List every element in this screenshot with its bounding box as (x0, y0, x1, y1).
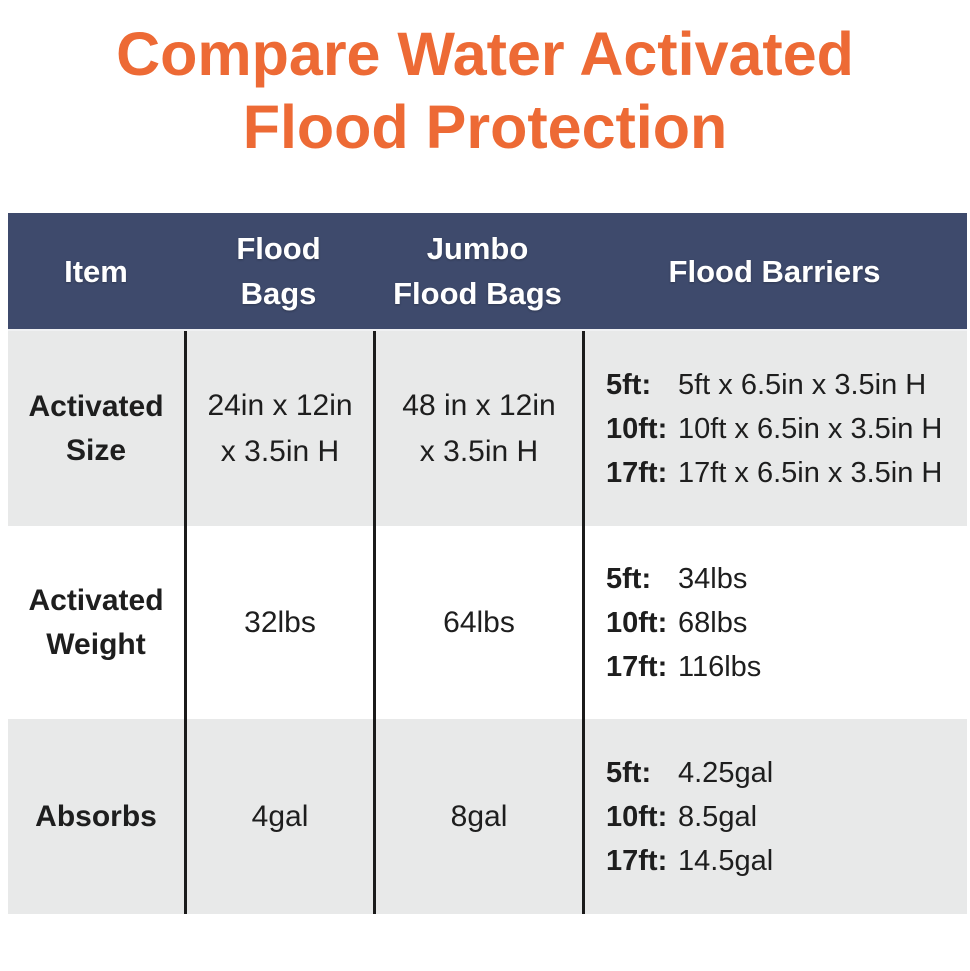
column-header-jumbo-flood-bags: Jumbo Flood Bags (373, 213, 582, 329)
page-title-line-2: Flood Protection (242, 93, 728, 161)
column-header-jumbo-line-2: Flood Bags (393, 276, 562, 311)
row-label-line-1: Absorbs (35, 799, 157, 833)
cell-line-1: 64lbs (443, 605, 515, 639)
barrier-absorbs-value: 14.5gal (678, 844, 774, 877)
barrier-weight-label: 5ft: (606, 562, 652, 595)
barrier-line-17ft: 17ft: 17ft x 6.5in x 3.5in H (606, 451, 942, 495)
barrier-absorbs-label: 5ft: (606, 756, 652, 789)
column-header-flood-barriers: Flood Barriers (582, 213, 967, 329)
cell-jumbo-flood-bags-weight: 64lbs (373, 526, 582, 719)
cell-jumbo-flood-bags-size: 48 in x 12in x 3.5in H (373, 331, 582, 526)
barrier-size-value: 17ft x 6.5in x 3.5in H (678, 456, 943, 489)
barrier-size-value: 5ft x 6.5in x 3.5in H (678, 368, 927, 401)
barrier-line-5ft: 5ft: 34lbs (606, 557, 747, 601)
cell-flood-barriers-weight: 5ft: 34lbs 10ft: 68lbs 17ft: 116lbs (582, 526, 967, 719)
barrier-absorbs-value: 4.25gal (678, 756, 774, 789)
cell-flood-bags-absorbs: 4gal (184, 719, 373, 914)
barrier-line-10ft: 10ft: 10ft x 6.5in x 3.5in H (606, 407, 942, 451)
column-header-jumbo-line-1: Jumbo (426, 231, 529, 266)
cell-line-2: x 3.5in H (419, 434, 539, 468)
row-label-activated-size: Activated Size (8, 331, 184, 526)
row-label-line-2: Size (65, 433, 127, 467)
cell-flood-bags-weight: 32lbs (184, 526, 373, 719)
column-header-flood-bags-line-1: Flood (236, 231, 321, 266)
table-row-activated-size: Activated Size 24in x 12in x 3.5in H 48 … (8, 331, 967, 526)
barrier-absorbs-label: 17ft: (606, 844, 668, 877)
barrier-line-5ft: 5ft: 4.25gal (606, 751, 773, 795)
cell-line-1: 8gal (450, 799, 508, 833)
barrier-line-5ft: 5ft: 5ft x 6.5in x 3.5in H (606, 363, 926, 407)
page-title-line-1: Compare Water Activated (116, 20, 854, 88)
table-row-absorbs: Absorbs 4gal 8gal 5ft: 4.25gal 10ft: 8.5… (8, 719, 967, 914)
barrier-line-17ft: 17ft: 14.5gal (606, 839, 773, 883)
cell-flood-barriers-size: 5ft: 5ft x 6.5in x 3.5in H 10ft: 10ft x … (582, 331, 967, 526)
cell-line-2: x 3.5in H (220, 434, 340, 468)
cell-line-1: 4gal (251, 799, 309, 833)
barrier-absorbs-label: 10ft: (606, 800, 668, 833)
cell-flood-barriers-absorbs: 5ft: 4.25gal 10ft: 8.5gal 17ft: 14.5gal (582, 719, 967, 914)
row-label-line-2: Weight (46, 627, 146, 661)
cell-line-1: 32lbs (244, 605, 316, 639)
cell-line-1: 24in x 12in (207, 388, 353, 422)
barrier-weight-value: 116lbs (678, 650, 762, 683)
barrier-size-label: 5ft: (606, 368, 652, 401)
cell-line-1: 48 in x 12in (402, 388, 556, 422)
barrier-line-17ft: 17ft: 116lbs (606, 645, 761, 689)
barrier-weight-label: 17ft: (606, 650, 668, 683)
barrier-weight-value: 68lbs (678, 606, 748, 639)
barrier-weight-label: 10ft: (606, 606, 668, 639)
barrier-absorbs-value: 8.5gal (678, 800, 758, 833)
row-label-absorbs: Absorbs (8, 719, 184, 914)
column-header-flood-bags: Flood Bags (184, 213, 373, 329)
row-label-line-1: Activated (28, 389, 164, 423)
comparison-table: Item Flood Bags Jumbo Flood Bags Flood B… (8, 213, 967, 914)
cell-flood-bags-size: 24in x 12in x 3.5in H (184, 331, 373, 526)
table-row-activated-weight: Activated Weight 32lbs 64lbs 5ft: 34lbs … (8, 526, 967, 719)
table-header-row: Item Flood Bags Jumbo Flood Bags Flood B… (8, 213, 967, 331)
column-header-flood-barriers-line: Flood Barriers (668, 253, 881, 289)
column-header-item: Item (8, 213, 184, 329)
row-label-line-1: Activated (28, 583, 164, 617)
row-label-activated-weight: Activated Weight (8, 526, 184, 719)
barrier-line-10ft: 10ft: 68lbs (606, 601, 747, 645)
barrier-size-value: 10ft x 6.5in x 3.5in H (678, 412, 943, 445)
page-title: Compare Water Activated Flood Protection (0, 18, 970, 164)
column-header-item-line: Item (64, 253, 128, 289)
barrier-size-label: 10ft: (606, 412, 668, 445)
barrier-line-10ft: 10ft: 8.5gal (606, 795, 757, 839)
barrier-weight-value: 34lbs (678, 562, 748, 595)
cell-jumbo-flood-bags-absorbs: 8gal (373, 719, 582, 914)
column-header-flood-bags-line-2: Bags (240, 276, 317, 311)
barrier-size-label: 17ft: (606, 456, 668, 489)
